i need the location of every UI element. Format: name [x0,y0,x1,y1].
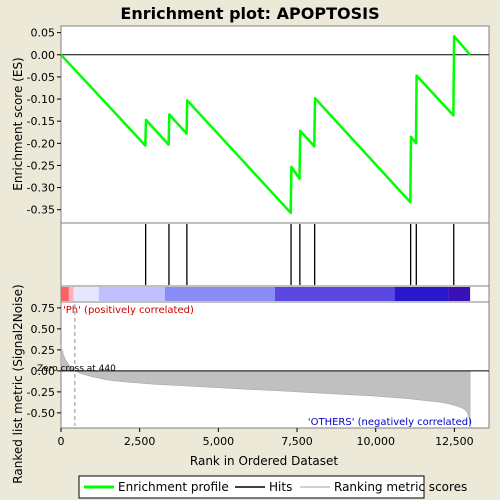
color-bar-segment [164,287,275,301]
negative-correlation-label: 'OTHERS' (negatively correlated) [308,417,472,428]
color-bar-segment [61,287,69,301]
es-y-tick-label: -0.05 [27,71,55,84]
color-bar-segment [394,287,449,301]
chart-title: Enrichment plot: APOPTOSIS [120,4,379,23]
x-tick-label: 2,500 [124,435,156,448]
metric-panel [60,301,490,429]
es-panel [60,25,490,224]
es-y-tick-label: -0.30 [27,182,55,195]
x-tick-label: 10,000 [356,435,395,448]
metric-y-tick-label: 0.25 [31,344,56,357]
x-tick-label: 7,500 [281,435,313,448]
metric-y-tick-label: 0.00 [31,365,56,378]
metric-y-tick-label: 0.75 [31,302,56,315]
x-tick-label: 5,000 [203,435,235,448]
es-y-tick-label: -0.10 [27,93,55,106]
x-axis-label: Rank in Ordered Dataset [190,454,338,468]
es-y-tick-label: 0.05 [31,27,56,40]
legend-label-ranking-metric: Ranking metric scores [334,480,467,494]
es-y-tick-label: -0.35 [27,204,55,217]
color-bar-segment [448,287,471,301]
metric-y-tick-label: -0.25 [27,386,55,399]
enrichment-profile-line [60,34,472,215]
color-bar-segment [98,287,165,301]
metric-y-tick-label: 0.50 [31,323,56,336]
color-bar-segment [73,287,99,301]
metric-y-axis-label: Ranked list metric (Signal2Noise) [11,284,25,483]
es-y-tick-label: -0.15 [27,115,55,128]
es-y-tick-label: -0.20 [27,137,55,150]
ranking-metric-area [60,344,471,429]
zero-cross-label: Zero cross at 440 [37,364,116,374]
x-tick-label: 12,500 [435,435,474,448]
legend-label-hits: Hits [269,480,292,494]
color-bar-segment [68,287,74,301]
color-bar-segment [275,287,395,301]
es-y-axis-label: Enrichment score (ES) [11,57,25,190]
x-tick-label: 0 [58,435,65,448]
hits-layer [145,224,455,285]
positive-correlation-label: 'Ph' (positively correlated) [63,305,194,316]
es-layer [60,34,489,215]
legend-label-enrichment-profile: Enrichment profile [118,480,229,494]
hits-panel [60,222,490,287]
es-y-tick-label: -0.25 [27,159,55,172]
metric-y-tick-label: -0.50 [27,407,55,420]
metric-layer [60,304,489,429]
legend: Enrichment profile Hits Ranking metric s… [78,475,467,499]
es-y-tick-label: 0.00 [31,49,56,62]
axes-layer: 0.05 0.00 -0.05 -0.10 -0.15 -0.20 -0.25 -0.30 -0… [27,27,474,448]
colorbar-layer [61,287,471,301]
